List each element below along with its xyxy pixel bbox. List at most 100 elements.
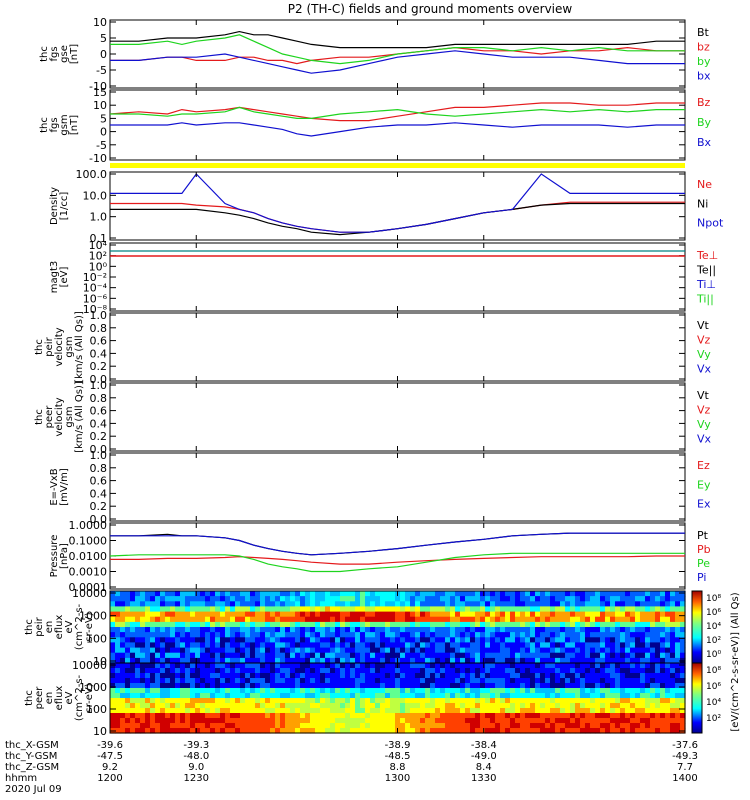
- spectrogram-cell: [490, 723, 496, 729]
- spectrogram-cell: [625, 616, 631, 623]
- spectrogram-cell: [670, 621, 676, 628]
- spectrogram-cell: [490, 688, 496, 694]
- spectrogram-cell: [380, 688, 386, 694]
- spectrogram-cell: [440, 708, 446, 714]
- spectrogram-cell: [540, 591, 546, 597]
- spectrogram-cell: [370, 663, 376, 669]
- spectrogram-cell: [630, 616, 636, 623]
- spectrogram-cell: [155, 642, 161, 649]
- spectrogram-cell: [605, 678, 611, 684]
- spectrogram-cell: [445, 688, 451, 694]
- spectrogram-cell: [285, 647, 291, 654]
- spectrogram-cell: [480, 668, 486, 674]
- legend-entry: Vt: [697, 319, 710, 332]
- spectrogram-cell: [355, 678, 361, 684]
- spectrogram-cell: [475, 652, 481, 659]
- spectrogram-cell: [190, 637, 196, 643]
- spectrogram-cell: [550, 606, 556, 613]
- spectrogram-cell: [205, 621, 211, 628]
- spectrogram-cell: [280, 728, 286, 734]
- spectrogram-cell: [315, 642, 321, 649]
- spectrogram-cell: [430, 657, 436, 664]
- spectrogram-cell: [340, 627, 346, 633]
- spectrogram-cell: [210, 621, 216, 628]
- spectrogram-cell: [515, 637, 521, 643]
- spectrogram-cell: [640, 688, 646, 694]
- spectrogram-cell: [195, 693, 201, 699]
- y-axis-label: peer: [44, 405, 55, 429]
- spectrogram-cell: [285, 652, 291, 659]
- spectrogram-cell: [515, 698, 521, 704]
- spectrogram-cell: [440, 637, 446, 643]
- spectrogram-cell: [595, 668, 601, 674]
- spectrogram-cell: [315, 683, 321, 689]
- spectrogram-cell: [400, 591, 406, 597]
- spectrogram-cell: [270, 606, 276, 613]
- spectrogram-cell: [290, 647, 296, 654]
- y-tick-label: 0.6: [90, 335, 108, 348]
- spectrogram-cell: [465, 642, 471, 649]
- spectrogram-cell: [635, 657, 641, 664]
- spectrogram-cell: [560, 637, 566, 643]
- spectrogram-cell: [485, 688, 491, 694]
- spectrogram-cell: [365, 632, 371, 638]
- spectrogram-cell: [120, 647, 126, 654]
- spectrogram-cell: [420, 647, 426, 654]
- y-axis-label: eflux: [54, 686, 65, 711]
- spectrogram-cell: [285, 657, 291, 664]
- spectrogram-cell: [175, 683, 181, 689]
- spectrogram-cell: [600, 652, 606, 659]
- spectrogram-cell: [120, 703, 126, 709]
- spectrogram-cell: [330, 606, 336, 613]
- y-axis-label: thc: [24, 619, 35, 635]
- spectrogram-cell: [510, 678, 516, 684]
- spectrogram-cell: [355, 601, 361, 607]
- spectrogram-cell: [535, 642, 541, 649]
- spectrogram-cell: [350, 723, 356, 729]
- spectrogram-cell: [470, 668, 476, 674]
- spectrogram-cell: [215, 616, 221, 623]
- spectrogram-cell: [625, 718, 631, 724]
- spectrogram-cell: [470, 652, 476, 659]
- spectrogram-cell: [300, 601, 306, 607]
- spectrogram-cell: [365, 693, 371, 699]
- spectrogram-cell: [175, 652, 181, 659]
- spectrogram-cell: [560, 723, 566, 729]
- spectrogram-cell: [540, 718, 546, 724]
- spectrogram-cell: [125, 647, 131, 654]
- spectrogram-cell: [550, 713, 556, 719]
- spectrogram-cell: [245, 637, 251, 643]
- spectrogram-cell: [345, 606, 351, 613]
- spectrogram-cell: [585, 713, 591, 719]
- spectrogram-cell: [625, 708, 631, 714]
- spectrogram-cell: [575, 673, 581, 679]
- y-axis-label: [km/s (All Qs)]: [74, 381, 85, 453]
- spectrogram-cell: [165, 611, 171, 618]
- spectrogram-cell: [255, 596, 261, 602]
- spectrogram-cell: [405, 621, 411, 628]
- spectrogram-cell: [125, 652, 131, 659]
- spectrogram-cell: [640, 606, 646, 613]
- spectrogram-cell: [505, 683, 511, 689]
- spectrogram-cell: [240, 663, 246, 669]
- spectrogram-cell: [570, 611, 576, 618]
- spectrogram-cell: [225, 642, 231, 649]
- spectrogram-cell: [570, 713, 576, 719]
- spectrogram-cell: [175, 723, 181, 729]
- y-tick-label: 0.4: [90, 487, 108, 500]
- spectrogram-cell: [650, 632, 656, 638]
- spectrogram-cell: [585, 632, 591, 638]
- y-axis-label: [mV/m]: [59, 468, 70, 506]
- spectrogram-cell: [560, 713, 566, 719]
- spectrogram-cell: [485, 713, 491, 719]
- spectrogram-cell: [670, 668, 676, 674]
- spectrogram-cell: [345, 718, 351, 724]
- spectrogram-cell: [195, 632, 201, 638]
- spectrogram-cell: [675, 708, 681, 714]
- spectrogram-cell: [600, 663, 606, 669]
- spectrogram-cell: [235, 693, 241, 699]
- spectrogram-cell: [250, 596, 256, 602]
- spectrogram-cell: [585, 621, 591, 628]
- spectrogram-cell: [125, 713, 131, 719]
- spectrogram-cell: [425, 728, 431, 734]
